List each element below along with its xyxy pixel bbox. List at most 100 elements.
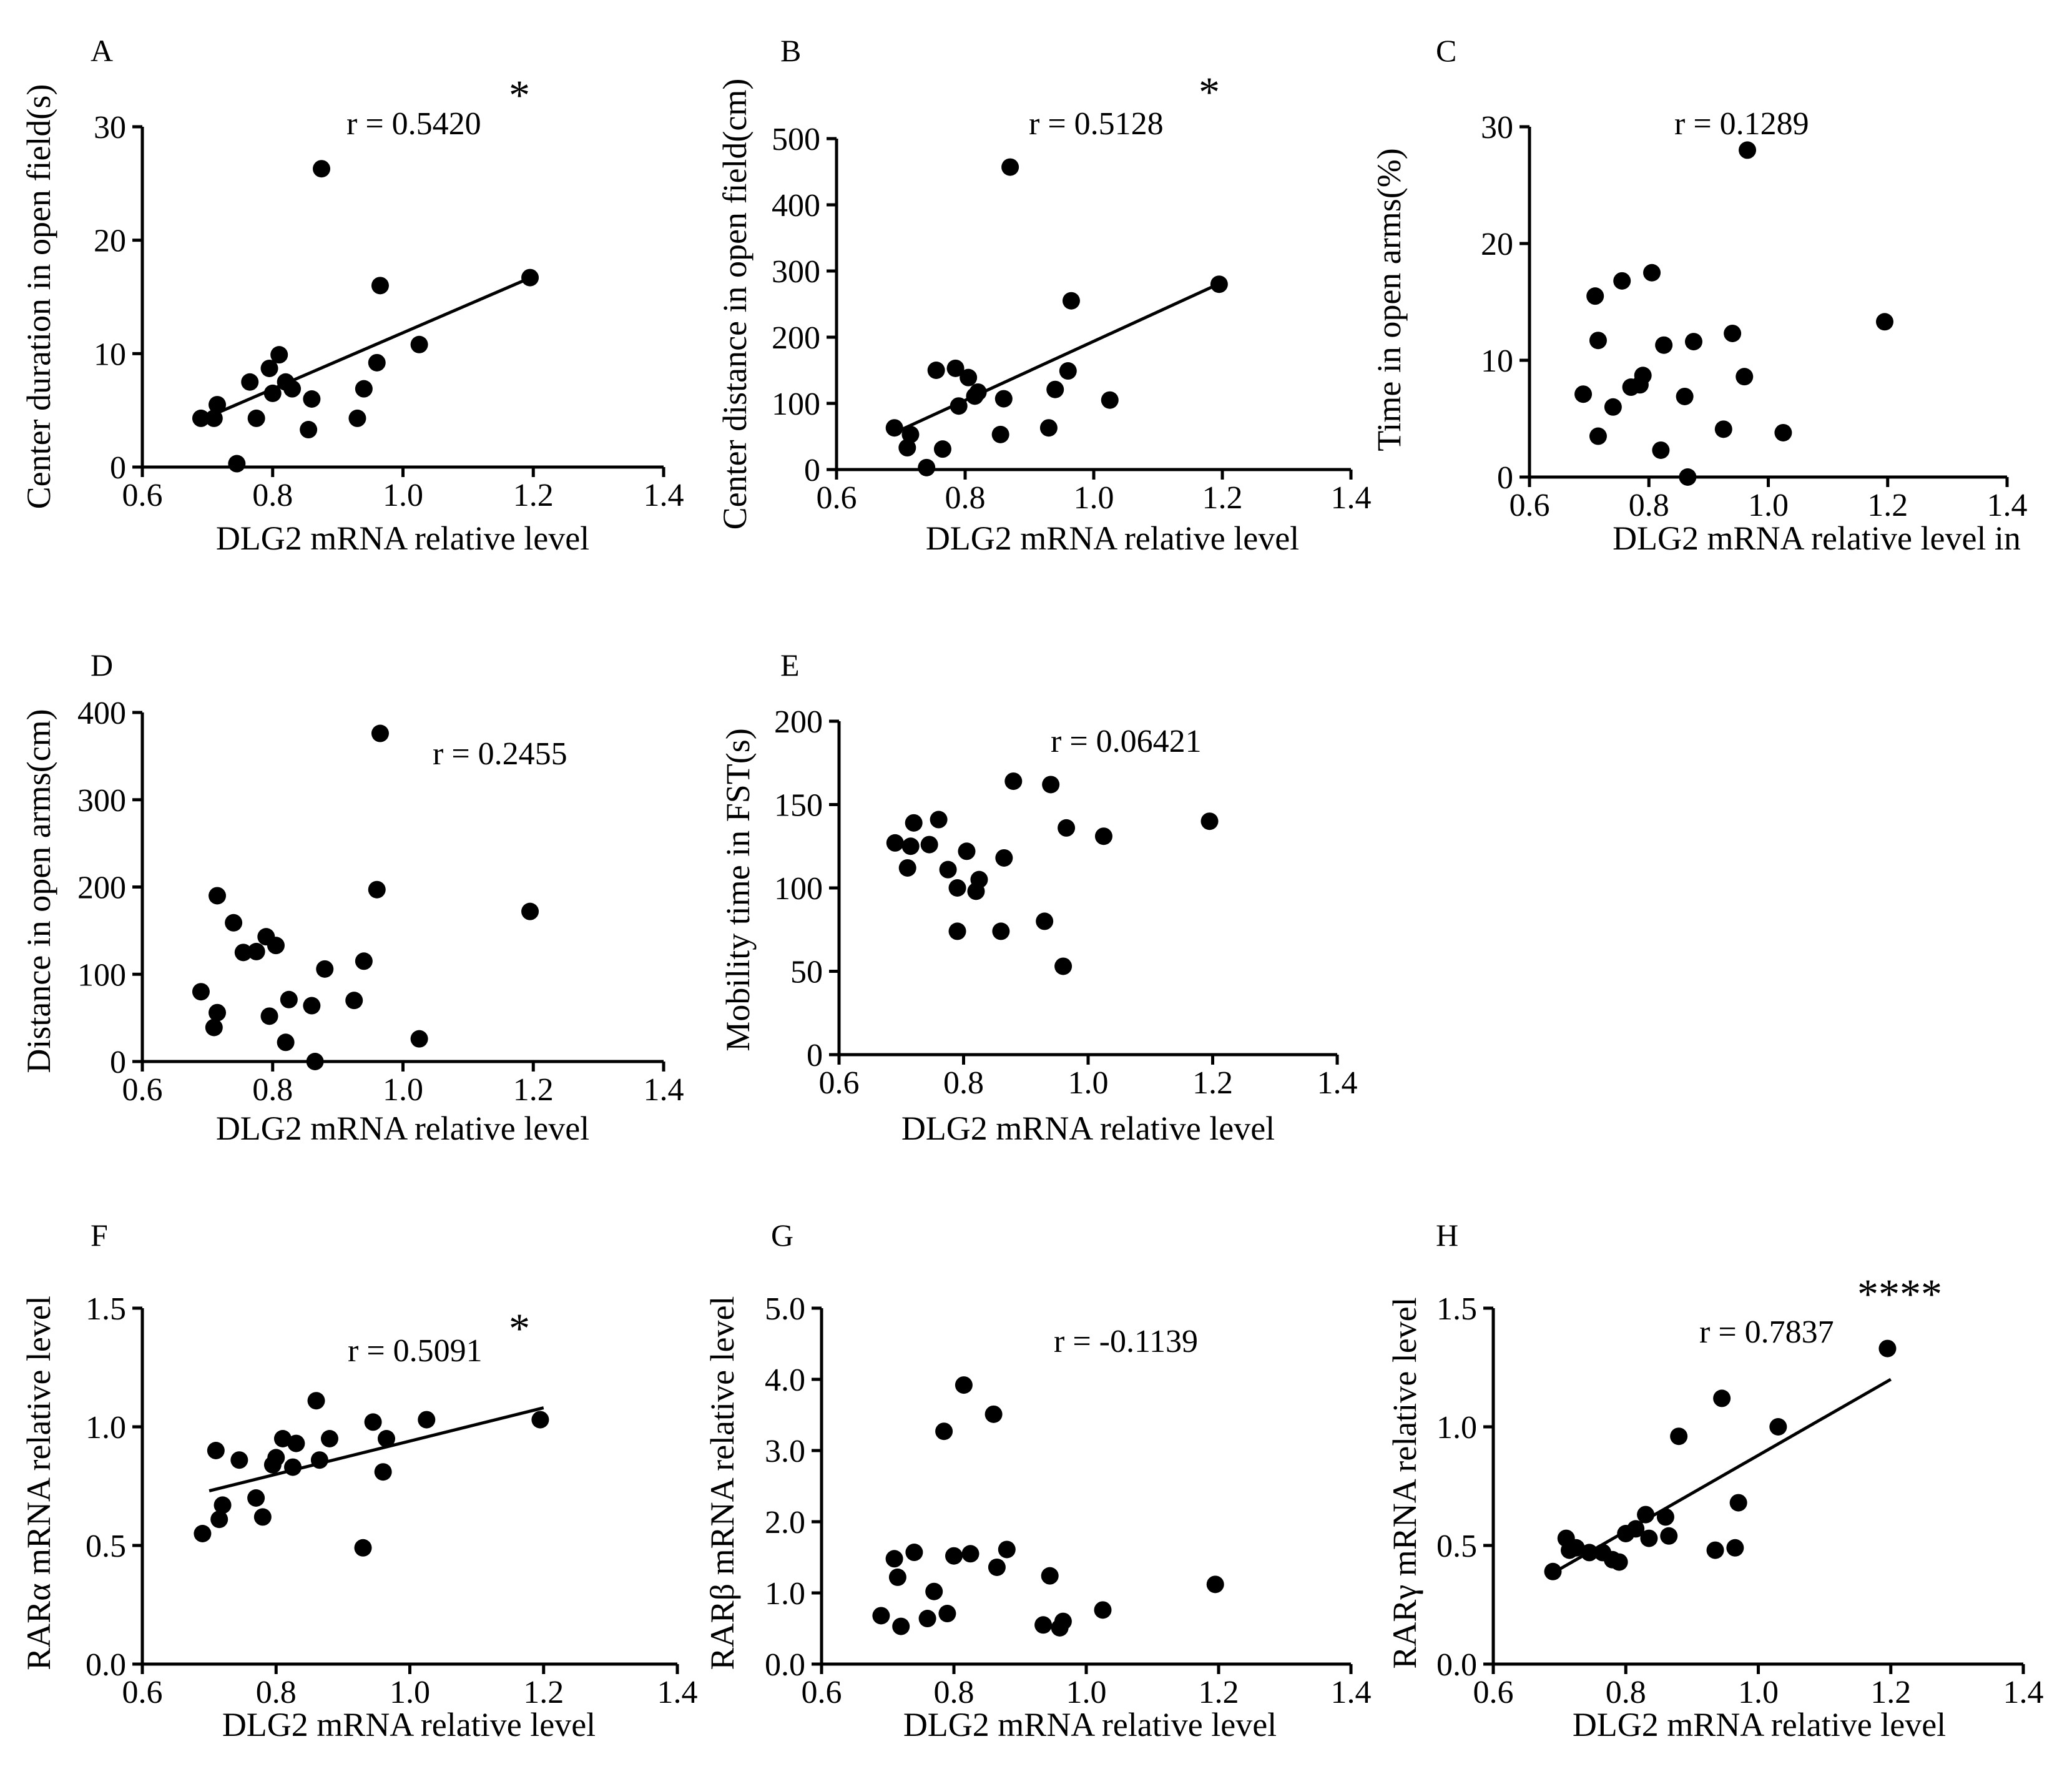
- panel-letter: C: [1436, 33, 1456, 68]
- data-point: [316, 960, 334, 978]
- panel-letter: E: [780, 648, 800, 682]
- y-tick-label: 5.0: [765, 1291, 805, 1327]
- y-tick-label: 3.0: [765, 1434, 805, 1469]
- data-point: [1589, 332, 1607, 350]
- y-tick-label: 0.0: [86, 1647, 126, 1683]
- y-tick-label: 150: [774, 788, 823, 824]
- data-point: [1210, 275, 1228, 293]
- y-tick-label: 50: [790, 955, 823, 990]
- data-point: [998, 1540, 1016, 1559]
- data-point: [1670, 1427, 1688, 1446]
- y-tick-label: 10: [1481, 343, 1513, 379]
- data-point: [885, 419, 903, 437]
- data-point: [267, 1449, 285, 1467]
- x-tick-label: 1.0: [1748, 488, 1789, 523]
- x-axis-label: DLG2 mRNA relative level: [926, 520, 1299, 557]
- x-tick-label: 1.2: [1870, 1675, 1911, 1710]
- significance-stars: ****: [1857, 1270, 1942, 1318]
- data-point: [1643, 264, 1661, 282]
- data-point: [905, 814, 923, 832]
- data-point: [901, 837, 920, 855]
- data-point: [945, 1547, 963, 1565]
- regression-line: [207, 275, 534, 419]
- data-point: [418, 1411, 436, 1429]
- correlation-label: r = 0.5420: [346, 106, 481, 142]
- data-point: [1652, 441, 1670, 459]
- data-point: [872, 1607, 890, 1625]
- data-point: [925, 1582, 943, 1600]
- panel-letter: D: [91, 648, 113, 682]
- panel-h: H 0.6 0.8 1.0 1.2 1.4 0.0 0.5 1.0 1.5 DLG2 mRNA re…: [1386, 1218, 2044, 1743]
- correlation-label: r = 0.06421: [1051, 724, 1202, 759]
- data-point: [918, 1610, 936, 1628]
- data-point: [253, 1508, 272, 1526]
- data-point: [950, 397, 968, 415]
- correlation-label: r = 0.5128: [1029, 106, 1164, 142]
- data-point: [920, 835, 938, 854]
- data-point: [1724, 324, 1742, 342]
- data-point: [228, 455, 246, 473]
- y-tick-label: 30: [1481, 110, 1513, 145]
- panel-c: C 0.6 0.8 1.0 1.2 1.4 0 10 20 30 DLG2 mRNA relativ…: [1370, 33, 2028, 557]
- data-point: [1101, 391, 1119, 409]
- y-tick-label: 0.5: [1436, 1529, 1477, 1564]
- data-point: [241, 373, 259, 391]
- data-point: [260, 1007, 278, 1025]
- data-point: [933, 440, 951, 458]
- data-point: [1036, 912, 1054, 930]
- correlation-label: r = 0.5091: [348, 1333, 483, 1369]
- y-axis-label: Center distance in open field(cm): [716, 79, 754, 530]
- y-tick-label: 300: [772, 254, 820, 290]
- x-axis-label: DLG2 mRNA relative level: [216, 1110, 589, 1147]
- x-tick-label: 0.6: [122, 478, 163, 513]
- correlation-label: r = 0.2455: [433, 736, 567, 772]
- data-point: [984, 1405, 1003, 1423]
- data-point: [927, 362, 945, 379]
- panel-letter: B: [780, 33, 801, 68]
- data-point: [1094, 1601, 1112, 1619]
- y-tick-label: 100: [772, 387, 820, 422]
- panel-letter: G: [771, 1218, 793, 1253]
- x-tick-label: 0.6: [817, 480, 857, 516]
- data-point: [207, 1442, 225, 1459]
- y-tick-label: 200: [772, 320, 820, 356]
- data-point: [1586, 287, 1604, 305]
- x-tick-label: 1.2: [1202, 480, 1243, 516]
- data-point: [886, 834, 904, 852]
- x-tick-label: 1.0: [383, 478, 423, 513]
- y-tick-label: 0.0: [1436, 1647, 1477, 1683]
- data-point: [378, 1430, 396, 1447]
- x-tick-label: 0.8: [252, 478, 293, 513]
- x-tick-label: 0.6: [122, 1675, 163, 1710]
- data-point: [194, 1525, 212, 1542]
- data-point: [531, 1411, 549, 1429]
- y-axis-label: Mobility time in FST(s): [719, 728, 757, 1052]
- x-tick-label: 0.8: [934, 1675, 975, 1710]
- data-point: [247, 409, 265, 427]
- x-tick-label: 0.8: [945, 480, 986, 516]
- y-tick-label: 20: [1481, 227, 1513, 262]
- data-point: [1660, 1527, 1678, 1545]
- data-point: [306, 1053, 324, 1070]
- data-point: [1878, 1339, 1897, 1358]
- data-point: [277, 1033, 295, 1052]
- y-tick-label: 200: [774, 704, 823, 740]
- y-tick-label: 1.0: [1436, 1410, 1477, 1446]
- significance-stars: *: [509, 71, 530, 119]
- x-tick-label: 0.8: [252, 1072, 293, 1108]
- y-tick-label: 400: [77, 696, 126, 731]
- x-tick-label: 1.2: [1192, 1065, 1233, 1101]
- y-tick-label: 0: [110, 1045, 126, 1080]
- x-tick-label: 0.8: [1629, 488, 1669, 523]
- x-tick-label: 0.6: [1473, 1675, 1514, 1710]
- data-point: [1726, 1539, 1744, 1557]
- data-point: [192, 409, 210, 427]
- x-tick-label: 0.8: [256, 1675, 297, 1710]
- data-point: [230, 1451, 248, 1469]
- data-point: [210, 1510, 228, 1529]
- data-point: [1589, 427, 1607, 445]
- data-point: [948, 922, 966, 940]
- data-point: [263, 384, 282, 402]
- panel-letter: F: [91, 1218, 108, 1253]
